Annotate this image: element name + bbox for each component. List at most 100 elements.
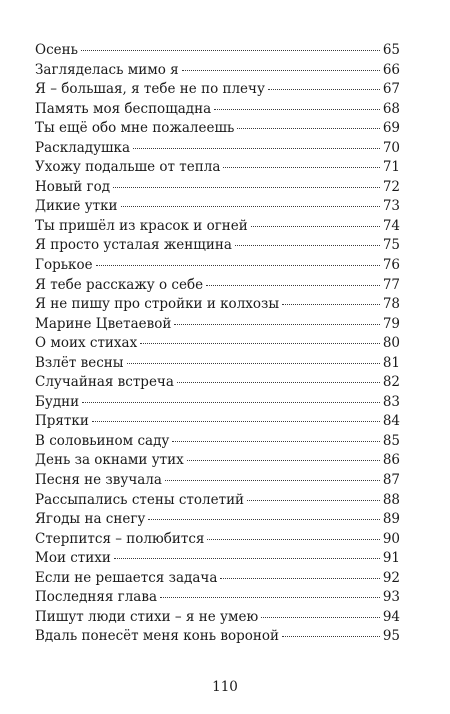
toc-entry[interactable]: Я – большая, я тебе не по плечу 67: [35, 80, 400, 100]
toc-entry-title: Ягоды на снегу: [35, 511, 146, 528]
toc-entry[interactable]: Вдаль понесёт меня конь вороной 95: [35, 627, 400, 647]
toc-entry[interactable]: Мои стихи 91: [35, 549, 400, 569]
toc-entry-title: Пишут люди стихи – я не умею: [35, 608, 259, 625]
toc-entry[interactable]: Ягоды на снегу 89: [35, 510, 400, 530]
toc-entry[interactable]: О моих стихах 80: [35, 334, 400, 354]
dot-leader: [120, 206, 380, 208]
toc-entry[interactable]: Раскладушка 70: [35, 139, 400, 159]
toc-entry-page: 82: [382, 374, 400, 391]
toc-entry-page: 78: [382, 296, 400, 313]
toc-entry-title: Последняя глава: [35, 589, 158, 606]
toc-entry-title: Прятки: [35, 413, 89, 430]
toc-entry-title: Я просто усталая женщина: [35, 237, 232, 254]
toc-entry-page: 85: [382, 432, 400, 449]
dot-leader: [186, 460, 380, 462]
toc-entry[interactable]: Рассыпались стены столетий 88: [35, 491, 400, 511]
dot-leader: [148, 519, 380, 521]
dot-leader: [234, 245, 380, 247]
toc-entry-title: Случайная встреча: [35, 374, 174, 391]
toc-entry-title: О моих стихах: [35, 335, 138, 352]
toc-entry[interactable]: Будни 83: [35, 393, 400, 413]
toc-entry[interactable]: Стерпится – полюбится 90: [35, 530, 400, 550]
toc-entry-title: Рассыпались стены столетий: [35, 491, 245, 508]
toc-entry-page: 79: [382, 315, 400, 332]
toc-entry-page: 72: [382, 178, 400, 195]
toc-entry[interactable]: Я просто усталая женщина 75: [35, 236, 400, 256]
toc-entry-page: 65: [382, 42, 400, 58]
dot-leader: [223, 167, 380, 169]
page-number: 110: [212, 679, 238, 695]
dot-leader: [220, 577, 380, 579]
toc-entry[interactable]: Ты пришёл из красок и огней 74: [35, 217, 400, 237]
dot-leader: [282, 304, 380, 306]
toc-entry-title: Вдаль понесёт меня конь вороной: [35, 628, 280, 645]
toc-entry-title: Я тебе расскажу о себе: [35, 276, 204, 293]
dot-leader: [207, 538, 380, 540]
toc-entry[interactable]: Ухожу подальше от тепла 71: [35, 158, 400, 178]
toc-entry[interactable]: Дикие утки 73: [35, 197, 400, 217]
toc-entry-page: 93: [382, 589, 400, 606]
toc-entry-title: Ты ещё обо мне пожалеешь: [35, 120, 235, 137]
dot-leader: [267, 89, 380, 91]
dot-leader: [261, 616, 380, 618]
toc-entry[interactable]: В соловьином саду 85: [35, 432, 400, 452]
toc-entry[interactable]: Марине Цветаевой 79: [35, 315, 400, 335]
toc-entry[interactable]: Песня не звучала 87: [35, 471, 400, 491]
toc-entry-page: 87: [382, 472, 400, 489]
toc-entry-title: Я – большая, я тебе не по плечу: [35, 81, 265, 98]
toc-entry-title: Раскладушка: [35, 139, 131, 156]
toc-entry[interactable]: Если не решается задача 92: [35, 569, 400, 589]
dot-leader: [95, 265, 380, 267]
toc-entry-page: 91: [382, 550, 400, 567]
toc-entry-page: 83: [382, 393, 400, 410]
toc-entry-title: Стерпится – полюбится: [35, 530, 205, 547]
dot-leader: [237, 128, 380, 130]
toc-entry-title: В соловьином саду: [35, 432, 170, 449]
toc-entry[interactable]: Память моя беспощадна 68: [35, 100, 400, 120]
toc-entry[interactable]: Загляделась мимо я 66: [35, 61, 400, 81]
dot-leader: [250, 225, 380, 227]
toc-entry[interactable]: Последняя глава 93: [35, 588, 400, 608]
toc-entry-page: 67: [382, 81, 400, 98]
toc-entry-page: 89: [382, 511, 400, 528]
dot-leader: [174, 323, 380, 325]
toc-entry-page: 80: [382, 335, 400, 352]
toc-entry-page: 69: [382, 120, 400, 137]
toc-entry[interactable]: Я не пишу про стройки и колхозы 78: [35, 295, 400, 315]
toc-entry-page: 66: [382, 61, 400, 78]
toc-entry-page: 76: [382, 257, 400, 274]
toc-entry-page: 71: [382, 159, 400, 176]
dot-leader: [282, 636, 380, 638]
toc-entry[interactable]: Горькое 76: [35, 256, 400, 276]
toc-entry[interactable]: День за окнами утих 86: [35, 451, 400, 471]
dot-leader: [214, 108, 380, 110]
toc-entry-title: Я не пишу про стройки и колхозы: [35, 296, 280, 313]
dot-leader: [126, 362, 380, 364]
toc-entry[interactable]: Новый год 72: [35, 178, 400, 198]
toc-entry-title: Песня не звучала: [35, 472, 162, 489]
toc-entry-title: Память моя беспощадна: [35, 100, 212, 117]
toc-entry-page: 84: [382, 413, 400, 430]
toc-entry[interactable]: Я тебе расскажу о себе 77: [35, 276, 400, 296]
toc-entry-page: 94: [382, 608, 400, 625]
toc-entry-page: 90: [382, 530, 400, 547]
toc-entry-page: 70: [382, 139, 400, 156]
toc-entry[interactable]: Осень 65: [35, 41, 400, 61]
toc-entry[interactable]: Прятки 84: [35, 412, 400, 432]
table-of-contents: Осень 65 Загляделась мимо я 66 Я – большая…: [35, 41, 400, 647]
toc-entry[interactable]: Случайная встреча 82: [35, 373, 400, 393]
toc-entry[interactable]: Взлёт весны 81: [35, 354, 400, 374]
toc-entry-title: Загляделась мимо я: [35, 61, 179, 78]
dot-leader: [82, 401, 380, 403]
toc-entry-title: Мои стихи: [35, 550, 111, 567]
toc-entry[interactable]: Пишут люди стихи – я не умею 94: [35, 608, 400, 628]
toc-entry-title: Горькое: [35, 257, 93, 274]
toc-entry-page: 95: [382, 628, 400, 645]
toc-entry-page: 88: [382, 491, 400, 508]
dot-leader: [206, 284, 380, 286]
toc-entry[interactable]: Ты ещё обо мне пожалеешь 69: [35, 119, 400, 139]
dot-leader: [172, 440, 380, 442]
toc-entry-title: Дикие утки: [35, 198, 118, 215]
toc-entry-title: Осень: [35, 42, 78, 58]
toc-entry-page: 75: [382, 237, 400, 254]
